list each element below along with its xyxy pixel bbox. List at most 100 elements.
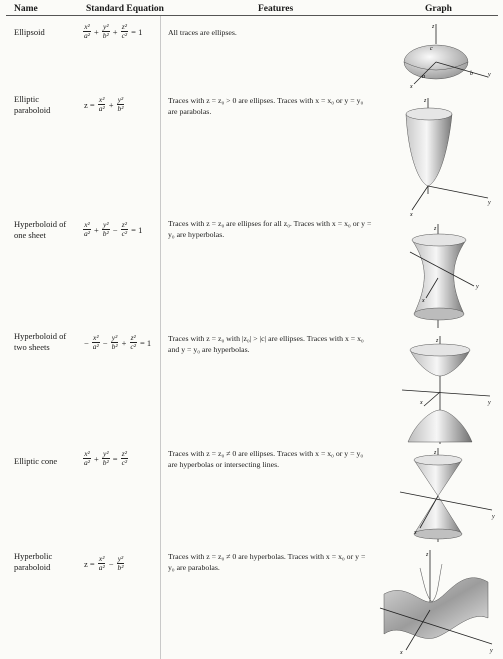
y-axis-label: y (489, 648, 493, 654)
numerator: z² (120, 220, 128, 230)
y-axis-label: y (475, 284, 479, 290)
fraction: x² a² (83, 450, 91, 467)
denominator: a² (98, 563, 105, 572)
z-axis-label: z (431, 24, 435, 30)
y-axis-label: y (491, 514, 495, 520)
operator: + (94, 26, 99, 37)
hyperbolic-paraboloid-graph: z y x (379, 550, 493, 656)
numerator: z² (120, 22, 128, 32)
z-axis-label: z (435, 338, 439, 344)
fraction: y² b² (102, 450, 110, 467)
equation-elliptic-cone: x² a² + y² b² = z² c² (82, 450, 129, 467)
x-axis-label: x (399, 650, 403, 656)
header-equation: Standard Equation (86, 4, 164, 14)
row-name-hyperboloid-two-sheets: Hyperboloid of two sheets (14, 331, 67, 352)
operator: − (112, 224, 118, 235)
fraction: z² c² (120, 22, 129, 40)
hyperboloid-one-sheet-graph: z y x (409, 224, 479, 328)
x-axis-label: x (413, 530, 417, 536)
fraction: y² b² (116, 554, 125, 572)
numerator: z² (129, 333, 137, 343)
fraction: z² c² (120, 220, 129, 238)
denominator: c² (121, 31, 128, 40)
numerator: x² (83, 449, 91, 459)
x-axis-label: x (409, 212, 413, 218)
denominator: c² (130, 342, 136, 351)
operator: z = (84, 558, 95, 569)
operator: = 1 (139, 337, 152, 348)
numerator: y² (116, 554, 125, 564)
fraction: y² b² (102, 23, 110, 40)
header-graph: Graph (425, 4, 452, 14)
features-elliptic-paraboloid: Traces with z = z₀ > 0 are ellipses. Tra… (168, 96, 364, 116)
row-name-hyperbolic-paraboloid: Hyperbolic paraboloid (14, 551, 53, 572)
denominator: c² (121, 229, 128, 238)
header-name: Name (14, 4, 38, 14)
denominator: b² (102, 458, 109, 467)
fraction: z² c² (129, 334, 137, 351)
denominator: a² (84, 31, 90, 40)
fraction: z² c² (120, 450, 129, 467)
denominator: a² (92, 342, 99, 351)
equation-hyperbolic-paraboloid: z = x² a² − y² b² (82, 555, 126, 572)
denominator: b² (102, 229, 109, 238)
fraction: y² b² (102, 221, 110, 238)
denominator: a² (98, 104, 105, 113)
operator: z = (84, 99, 95, 110)
y-axis-label: y (487, 72, 491, 78)
features-elliptic-cone: Traces with z = z₀ ≠ 0 are ellipses. Tra… (168, 449, 364, 469)
a-label: a (422, 74, 425, 80)
x-axis-label: x (409, 84, 413, 90)
x-axis-label: x (419, 400, 423, 406)
fraction: x² a² (97, 95, 106, 113)
operator: + (94, 453, 99, 464)
column-divider (160, 16, 161, 659)
operator: = 1 (131, 224, 143, 235)
equation-hyperboloid-two-sheets: − x² a² − y² b² + z² c² = 1 (82, 334, 153, 351)
features-hyperbolic-paraboloid: Traces with z = z₀ ≠ 0 are hyperbolas. T… (168, 552, 366, 572)
z-axis-label: z (433, 450, 437, 456)
denominator: b² (117, 104, 124, 113)
fraction: x² a² (83, 23, 91, 40)
numerator: x² (97, 95, 106, 105)
x-axis-label: x (421, 298, 425, 304)
fraction: y² b² (116, 95, 125, 113)
operator: − (84, 337, 89, 348)
operator: − (102, 337, 108, 348)
operator: + (94, 224, 99, 235)
equation-elliptic-paraboloid: z = x² a² + y² b² (82, 96, 126, 113)
operator: = (112, 453, 118, 464)
features-ellipsoid: All traces are ellipses. (168, 28, 237, 37)
denominator: b² (111, 342, 118, 351)
denominator: b² (117, 563, 124, 572)
elliptic-paraboloid-graph: z y x (405, 98, 491, 218)
row-name-hyperboloid-one-sheet: Hyperboloid of one sheet (14, 219, 67, 240)
features-hyperboloid-one-sheet: Traces with z = z₀ are ellipses for all … (168, 219, 372, 239)
y-axis-label: y (487, 200, 491, 206)
z-axis-label: z (425, 552, 429, 558)
numerator: y² (102, 449, 110, 459)
fraction: x² a² (83, 221, 91, 238)
z-axis-label: z (433, 226, 437, 232)
fraction: x² a² (92, 334, 100, 351)
operator: + (108, 99, 114, 110)
denominator: b² (102, 31, 109, 40)
operator: = 1 (131, 26, 143, 37)
row-name-elliptic-paraboloid: Elliptic paraboloid (14, 94, 51, 115)
denominator: a² (84, 229, 90, 238)
y-axis-label: y (487, 400, 491, 406)
row-name-ellipsoid: Ellipsoid (14, 27, 45, 37)
operator: − (108, 558, 114, 569)
numerator: y² (116, 95, 125, 105)
numerator: x² (83, 220, 91, 230)
numerator: y² (102, 22, 110, 32)
denominator: a² (84, 458, 90, 467)
row-name-elliptic-cone: Elliptic cone (14, 456, 58, 466)
header-features: Features (258, 4, 294, 14)
denominator: c² (121, 458, 128, 467)
numerator: x² (97, 554, 106, 564)
numerator: y² (110, 333, 119, 343)
hyperboloid-two-sheets-graph: z y x (401, 336, 491, 444)
header-rule (6, 15, 498, 16)
